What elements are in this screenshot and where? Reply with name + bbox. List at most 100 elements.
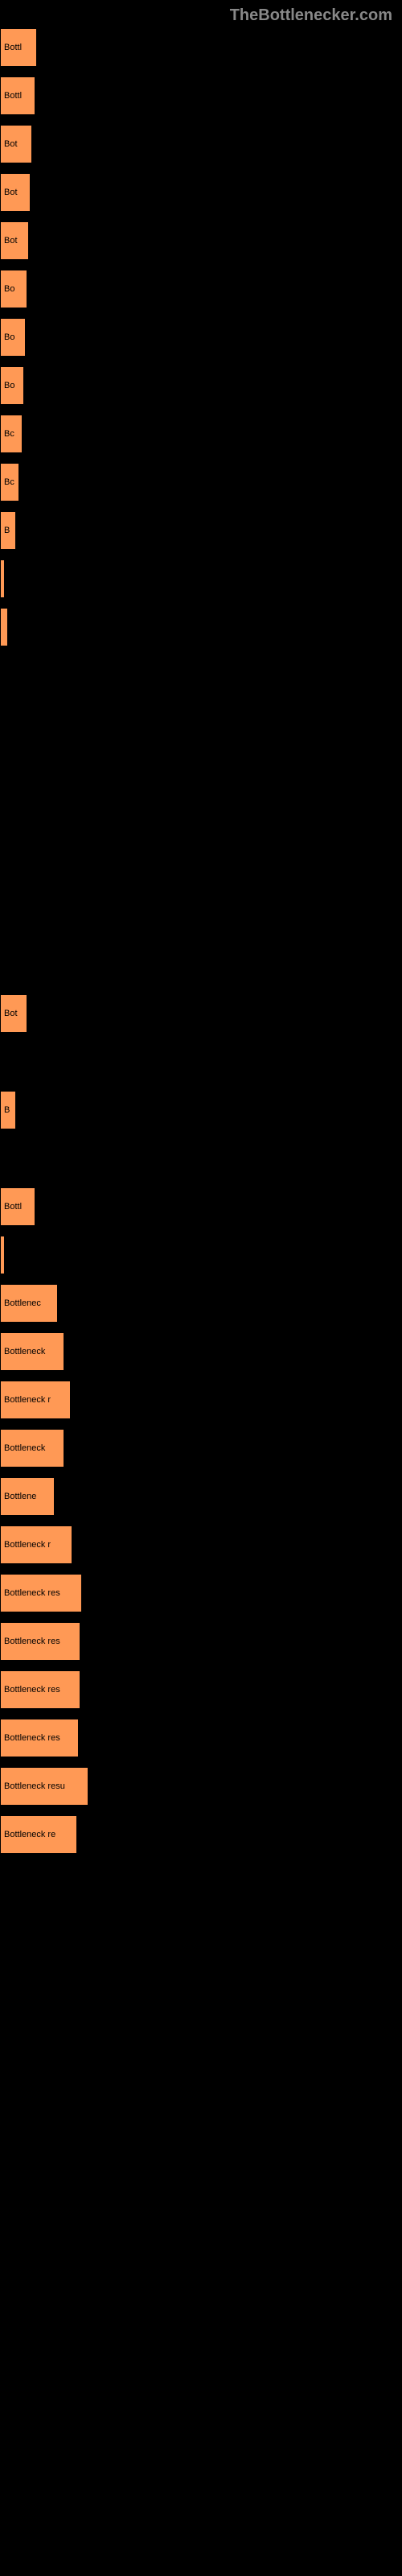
bar-label: Bc: [4, 477, 14, 487]
bar-label: Bot: [4, 236, 18, 246]
chart-bar: Bo: [0, 318, 26, 357]
chart-row: Bottleneck resu: [0, 1767, 402, 1806]
chart-bar: Bottleneck res: [0, 1670, 80, 1709]
chart-row: Bc: [0, 415, 402, 453]
chart-row: [0, 801, 402, 840]
chart-bar: Bottleneck res: [0, 1719, 79, 1757]
bar-label: Bottleneck res: [4, 1588, 60, 1598]
bar-label: Bot: [4, 188, 18, 197]
chart-row: Bottleneck r: [0, 1525, 402, 1564]
chart-bar: [0, 946, 2, 985]
bar-label: B: [4, 1105, 10, 1115]
chart-bar: Bot: [0, 125, 32, 163]
chart-row: Bottleneck res: [0, 1574, 402, 1612]
chart-row: Bottlene: [0, 1477, 402, 1516]
chart-bar: Bc: [0, 415, 23, 453]
chart-row: Bottl: [0, 76, 402, 115]
bar-label: B: [4, 526, 10, 535]
chart-bar: B: [0, 1091, 16, 1129]
bar-label: Bo: [4, 332, 14, 342]
chart-bar: [0, 1236, 5, 1274]
chart-bar: Bottleneck r: [0, 1525, 72, 1564]
chart-row: [0, 946, 402, 985]
chart-row: Bot: [0, 994, 402, 1033]
chart-bar: Bo: [0, 270, 27, 308]
chart-row: Bc: [0, 463, 402, 502]
chart-row: [0, 898, 402, 936]
bar-label: Bottleneck re: [4, 1830, 55, 1839]
bar-label: Bottlene: [4, 1492, 36, 1501]
chart-row: B: [0, 511, 402, 550]
bar-label: Bo: [4, 284, 14, 294]
chart-row: Bottleneck res: [0, 1719, 402, 1757]
chart-bar: Bottleneck r: [0, 1381, 71, 1419]
bar-label: Bottl: [4, 1202, 22, 1212]
bar-label: Bottleneck: [4, 1347, 45, 1356]
chart-row: [0, 1139, 402, 1178]
chart-bar: Bot: [0, 173, 31, 212]
bar-label: Bottleneck res: [4, 1637, 60, 1646]
chart-row: Bottl: [0, 28, 402, 67]
chart-bar: Bottl: [0, 1187, 35, 1226]
bar-label: Bottl: [4, 91, 22, 101]
chart-row: Bottleneck: [0, 1332, 402, 1371]
bar-label: Bottleneck resu: [4, 1781, 65, 1791]
bar-label: Bottleneck res: [4, 1733, 60, 1743]
chart-row: [0, 608, 402, 646]
chart-row: [0, 1236, 402, 1274]
bar-label: Bo: [4, 381, 14, 390]
chart-bar: [0, 849, 2, 888]
bar-label: Bot: [4, 139, 18, 149]
chart-bar: [0, 1042, 2, 1081]
chart-bar: [0, 1139, 2, 1178]
chart-bar: Bot: [0, 994, 27, 1033]
chart-row: [0, 849, 402, 888]
chart-bar: Bottleneck resu: [0, 1767, 88, 1806]
bar-label: Bottleneck r: [4, 1540, 51, 1550]
chart-row: Bo: [0, 318, 402, 357]
chart-bar: Bottleneck res: [0, 1574, 82, 1612]
chart-row: Bottlenec: [0, 1284, 402, 1323]
chart-bar: [0, 801, 2, 840]
chart-bar: [0, 559, 5, 598]
chart-bar: [0, 753, 2, 791]
bar-label: Bot: [4, 1009, 18, 1018]
chart-bar: Bottlenec: [0, 1284, 58, 1323]
chart-bar: Bottl: [0, 28, 37, 67]
chart-bar: [0, 704, 2, 743]
chart-bar: Bottleneck res: [0, 1622, 80, 1661]
chart-row: [0, 753, 402, 791]
chart-row: Bot: [0, 125, 402, 163]
chart-row: [0, 704, 402, 743]
chart-row: Bo: [0, 366, 402, 405]
chart-row: Bot: [0, 221, 402, 260]
chart-bar: Bottleneck: [0, 1429, 64, 1468]
chart-bar: Bottleneck: [0, 1332, 64, 1371]
chart-row: Bottleneck res: [0, 1622, 402, 1661]
watermark: TheBottlenecker.com: [0, 0, 402, 28]
chart-bar: [0, 656, 2, 695]
chart-bar: B: [0, 511, 16, 550]
chart-row: Bottleneck r: [0, 1381, 402, 1419]
chart-row: B: [0, 1091, 402, 1129]
chart-row: Bo: [0, 270, 402, 308]
bar-label: Bottleneck res: [4, 1685, 60, 1695]
bar-label: Bottl: [4, 43, 22, 52]
chart-row: [0, 656, 402, 695]
chart-row: Bottleneck res: [0, 1670, 402, 1709]
chart-bar: [0, 608, 8, 646]
chart-row: Bottl: [0, 1187, 402, 1226]
chart-row: [0, 559, 402, 598]
chart-bar: Bottl: [0, 76, 35, 115]
chart-bar: Bc: [0, 463, 19, 502]
chart-row: Bottleneck re: [0, 1815, 402, 1854]
chart-bar: Bottleneck re: [0, 1815, 77, 1854]
chart-row: Bot: [0, 173, 402, 212]
bar-chart: Bottl Bottl Bot Bot Bot Bo Bo Bo Bc Bc B Bot B Bottl B…: [0, 28, 402, 1854]
bar-label: Bottlenec: [4, 1298, 41, 1308]
chart-bar: Bo: [0, 366, 24, 405]
chart-row: Bottleneck: [0, 1429, 402, 1468]
chart-row: [0, 1042, 402, 1081]
chart-bar: [0, 898, 2, 936]
bar-label: Bc: [4, 429, 14, 439]
